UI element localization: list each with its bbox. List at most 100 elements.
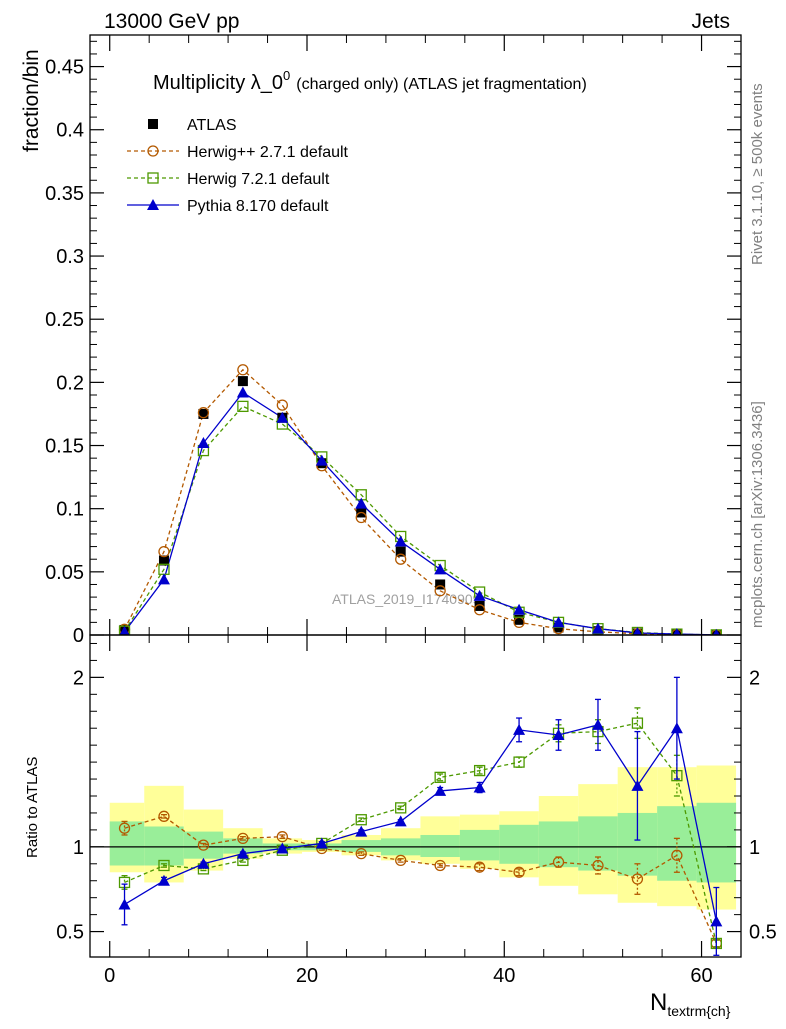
ratio-point xyxy=(197,839,210,851)
main-point xyxy=(673,627,681,635)
main-point xyxy=(434,563,447,575)
ratio-xtick-label: 60 xyxy=(690,965,712,987)
legend-marker xyxy=(147,199,159,210)
legend-marker xyxy=(148,119,158,129)
main-point xyxy=(197,437,210,448)
main-point xyxy=(198,408,209,419)
band-green xyxy=(144,826,184,866)
axes: 0 0.05 0.1 0.15 0.2 0.25 0.3 0.35 0.4 0.45 0.5 0.5 1… xyxy=(45,34,777,987)
band-green xyxy=(223,838,263,854)
band-green xyxy=(696,802,737,883)
main-point xyxy=(157,573,170,585)
main-point xyxy=(236,386,249,398)
mcplots-label: mcplots.cern.ch [arXiv:1306.3436] xyxy=(749,401,766,628)
ratio-point xyxy=(473,764,486,777)
main-point xyxy=(633,626,642,635)
ratio-series-line xyxy=(124,722,717,944)
title-paren: (charged only) (ATLAS jet fragmentation) xyxy=(296,76,587,93)
legend-label: Pythia 8.170 default xyxy=(187,198,329,215)
main-ytick-label: 0.05 xyxy=(45,562,84,584)
ratio-xtick-label: 20 xyxy=(296,965,318,987)
main-ytick-label: 0 xyxy=(73,625,84,647)
main-point xyxy=(158,555,169,566)
ratio-point xyxy=(592,859,604,872)
main-point xyxy=(474,600,485,611)
main-point xyxy=(355,511,367,524)
ratio-point xyxy=(157,874,170,886)
band-green xyxy=(459,829,500,861)
ratio-ytick-label-right: 0.5 xyxy=(749,922,777,944)
band-green xyxy=(420,834,460,858)
title-main: Multiplicity λ_0 xyxy=(153,72,283,94)
main-ytick-label: 0.25 xyxy=(45,309,84,331)
main-point xyxy=(315,454,328,466)
title-sup: 0 xyxy=(283,68,290,83)
ratio-ytick-label: 0.5 xyxy=(56,922,84,944)
ratio-point xyxy=(315,837,328,849)
ratio-point xyxy=(473,861,486,873)
ratio-point xyxy=(591,718,604,730)
ratio-point xyxy=(631,873,644,885)
ratio-point xyxy=(118,898,131,910)
ratio-point xyxy=(631,717,644,729)
main-point xyxy=(394,535,407,547)
ratio-point xyxy=(395,854,407,867)
band-green xyxy=(109,821,145,866)
main-point xyxy=(395,546,406,557)
main-point xyxy=(197,407,210,419)
main-point xyxy=(552,616,565,628)
legend-label: ATLAS xyxy=(187,117,237,134)
main-series-line xyxy=(123,368,717,635)
ratio-point xyxy=(158,859,170,872)
ratio-point xyxy=(276,831,288,843)
ratio-point xyxy=(631,779,644,791)
legend-label: Herwig 7.2.1 default xyxy=(187,171,330,188)
ratio-ytick-label: 1 xyxy=(73,837,84,859)
main-point xyxy=(473,589,486,601)
main-ytick-label: 0.45 xyxy=(45,57,84,79)
ratio-series-line xyxy=(124,815,717,944)
ratio-point xyxy=(513,756,525,768)
ratio-point xyxy=(434,771,446,784)
main-point xyxy=(237,376,248,387)
main-point xyxy=(712,628,720,635)
ratio-point xyxy=(473,781,486,793)
ratio-ytick-label-right: 2 xyxy=(749,667,760,689)
main-ytick-label: 0.3 xyxy=(56,246,84,268)
main-ytick-label: 0.4 xyxy=(56,120,84,142)
ratio-point xyxy=(355,825,368,837)
xlabel-sub: textrm{ch} xyxy=(667,1003,730,1019)
ratio-point xyxy=(118,822,131,834)
main-ytick-label: 0.15 xyxy=(45,436,84,458)
ratio-point xyxy=(237,832,249,845)
ratio-point xyxy=(434,859,446,872)
ratio-point xyxy=(434,784,447,796)
main-point xyxy=(355,497,368,509)
band-green xyxy=(538,821,579,868)
main-ytick-label: 0.2 xyxy=(56,372,84,394)
ratio-point xyxy=(513,866,525,878)
ratio-xtick-label: 40 xyxy=(493,965,515,987)
ratio-bands xyxy=(90,765,741,910)
ratio-point xyxy=(236,847,249,859)
xlabel-main: N xyxy=(650,989,667,1016)
main-point xyxy=(119,625,130,635)
main-point xyxy=(395,553,407,565)
ratio-ytick-label-right: 1 xyxy=(749,837,760,859)
ratio-point xyxy=(394,815,407,827)
ratio-point xyxy=(513,723,526,735)
main-ylabel: fraction/bin xyxy=(20,49,43,152)
ratio-point xyxy=(197,857,210,869)
band-green xyxy=(341,840,381,852)
header-left: 13000 GeV pp xyxy=(104,10,239,33)
main-point xyxy=(514,614,525,625)
main-point xyxy=(434,585,446,597)
ratio-marks xyxy=(118,676,723,956)
ratio-series-line xyxy=(124,724,717,922)
legend-marker xyxy=(147,172,159,184)
main-point xyxy=(237,400,249,413)
ratio-point xyxy=(355,847,367,860)
main-marks xyxy=(118,364,722,635)
band-green xyxy=(499,824,539,864)
ratio-point xyxy=(276,842,289,854)
